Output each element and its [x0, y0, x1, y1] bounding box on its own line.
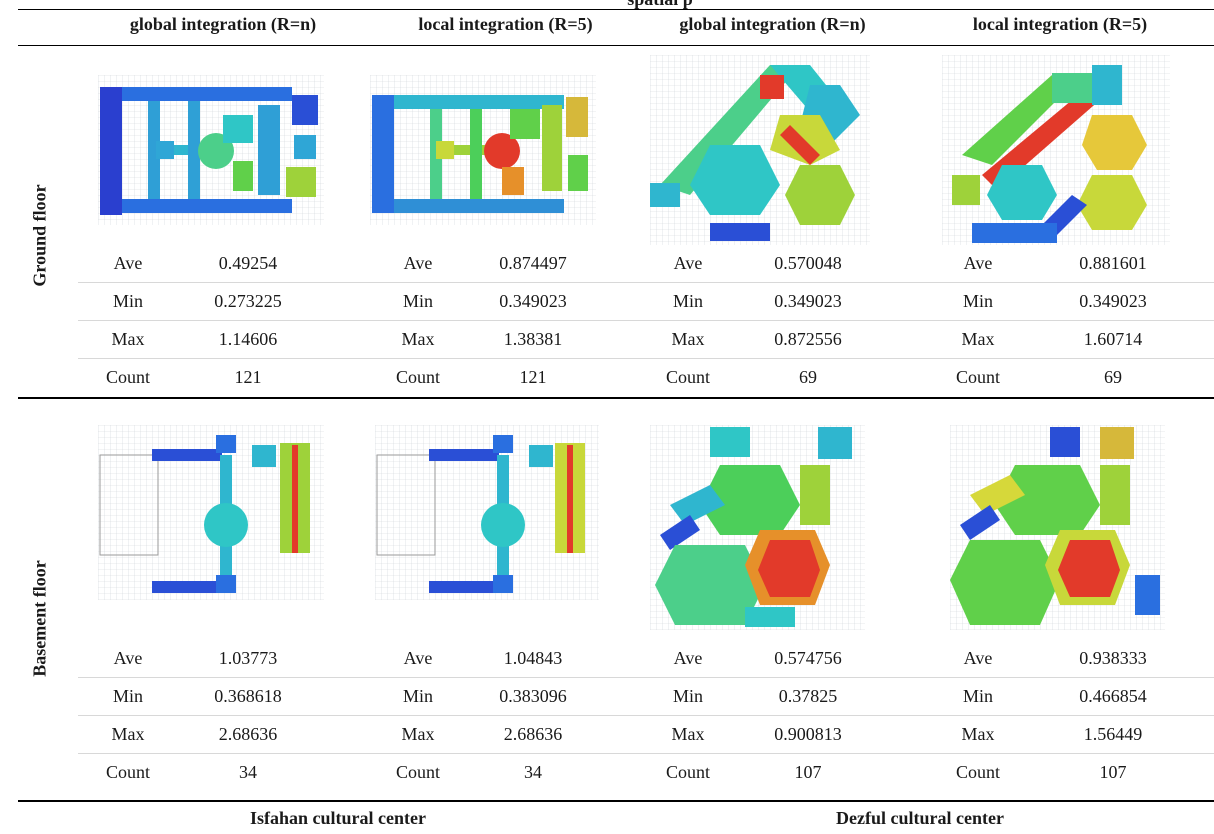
ground-label-max: Max — [401, 329, 435, 349]
ground-label-count: Count — [955, 367, 1000, 387]
ground-value-count: 121 — [234, 367, 262, 387]
ground-value-ave: 0.570048 — [774, 253, 842, 273]
basement-label-min: Min — [672, 686, 703, 706]
header-rule — [18, 45, 1214, 46]
row-label-basement-floor: Basement floor — [29, 560, 50, 677]
basement-label-max: Max — [961, 724, 995, 744]
basement-label-ave: Ave — [963, 648, 993, 668]
basement-label-ave: Ave — [403, 648, 433, 668]
basement-value-max: 0.900813 — [774, 724, 842, 744]
ground-label-ave: Ave — [113, 253, 143, 273]
ground-label-ave: Ave — [403, 253, 433, 273]
col-header-dezful-global: global integration (R=n) — [679, 14, 866, 34]
basement-label-count: Count — [955, 762, 1000, 782]
ground-label-ave: Ave — [963, 253, 993, 273]
basement-label-ave: Ave — [113, 648, 143, 668]
table-caption-fragment: spatial p — [540, 0, 780, 8]
ground-label-max: Max — [961, 329, 995, 349]
footer-isfahan: Isfahan cultural center — [250, 808, 426, 828]
ground-value-max: 0.872556 — [774, 329, 842, 349]
basement-label-count: Count — [105, 762, 150, 782]
basement-label-count: Count — [395, 762, 440, 782]
ground-value-ave: 0.874497 — [499, 253, 567, 273]
row-separator — [78, 753, 1214, 754]
basement-value-ave: 0.938333 — [1079, 648, 1147, 668]
bottom-rule — [18, 800, 1214, 802]
ground-value-min: 0.349023 — [774, 291, 842, 311]
section-rule — [18, 397, 1214, 399]
basement-value-min: 0.383096 — [499, 686, 567, 706]
ground-label-min: Min — [112, 291, 143, 311]
ground-label-ave: Ave — [673, 253, 703, 273]
basement-label-max: Max — [111, 724, 145, 744]
ground-value-max: 1.14606 — [218, 329, 278, 349]
ground-value-min: 0.273225 — [214, 291, 282, 311]
plan-dezful-basement-local — [950, 425, 1165, 630]
plan-isfahan-basement-local — [375, 425, 599, 600]
plan-dezful-basement-global — [650, 425, 865, 630]
basement-value-min: 0.37825 — [778, 686, 838, 706]
ground-label-min: Min — [402, 291, 433, 311]
ground-label-count: Count — [395, 367, 440, 387]
ground-value-ave: 0.881601 — [1079, 253, 1147, 273]
basement-value-ave: 1.03773 — [218, 648, 278, 668]
basement-label-min: Min — [402, 686, 433, 706]
row-separator — [78, 715, 1214, 716]
ground-value-min: 0.349023 — [499, 291, 567, 311]
ground-label-count: Count — [105, 367, 150, 387]
basement-value-count: 34 — [524, 762, 542, 782]
plan-dezful-ground-global — [650, 55, 870, 245]
ground-value-count: 121 — [519, 367, 547, 387]
plan-dezful-ground-local — [942, 55, 1170, 245]
ground-value-count: 69 — [1104, 367, 1122, 387]
row-separator — [78, 320, 1214, 321]
ground-value-ave: 0.49254 — [218, 253, 278, 273]
ground-value-count: 69 — [799, 367, 817, 387]
basement-label-min: Min — [962, 686, 993, 706]
top-rule — [18, 9, 1214, 10]
ground-label-max: Max — [671, 329, 705, 349]
basement-label-min: Min — [112, 686, 143, 706]
basement-value-count: 107 — [1099, 762, 1127, 782]
footer-dezful: Dezful cultural center — [836, 808, 1004, 828]
plan-isfahan-basement-global — [98, 425, 324, 600]
basement-label-max: Max — [671, 724, 705, 744]
ground-label-min: Min — [672, 291, 703, 311]
basement-value-min: 0.466854 — [1079, 686, 1147, 706]
ground-value-max: 1.60714 — [1083, 329, 1143, 349]
basement-value-max: 2.68636 — [218, 724, 278, 744]
basement-value-ave: 0.574756 — [774, 648, 842, 668]
ground-label-count: Count — [665, 367, 710, 387]
row-label-ground-floor: Ground floor — [29, 184, 50, 287]
basement-value-ave: 1.04843 — [503, 648, 563, 668]
row-separator — [78, 282, 1214, 283]
ground-value-min: 0.349023 — [1079, 291, 1147, 311]
basement-label-count: Count — [665, 762, 710, 782]
col-header-isfahan-local: local integration (R=5) — [418, 14, 593, 34]
basement-label-max: Max — [401, 724, 435, 744]
ground-label-max: Max — [111, 329, 145, 349]
basement-value-count: 34 — [239, 762, 257, 782]
basement-value-min: 0.368618 — [214, 686, 282, 706]
col-header-isfahan-global: global integration (R=n) — [129, 14, 317, 34]
basement-value-max: 1.56449 — [1083, 724, 1143, 744]
ground-value-max: 1.38381 — [503, 329, 563, 349]
plan-isfahan-ground-local — [370, 75, 596, 225]
ground-label-min: Min — [962, 291, 993, 311]
row-separator — [78, 358, 1214, 359]
basement-label-ave: Ave — [673, 648, 703, 668]
col-header-dezful-local: local integration (R=5) — [972, 14, 1148, 34]
row-separator — [78, 677, 1214, 678]
basement-value-max: 2.68636 — [503, 724, 563, 744]
basement-value-count: 107 — [794, 762, 822, 782]
plan-isfahan-ground-global — [98, 75, 324, 225]
